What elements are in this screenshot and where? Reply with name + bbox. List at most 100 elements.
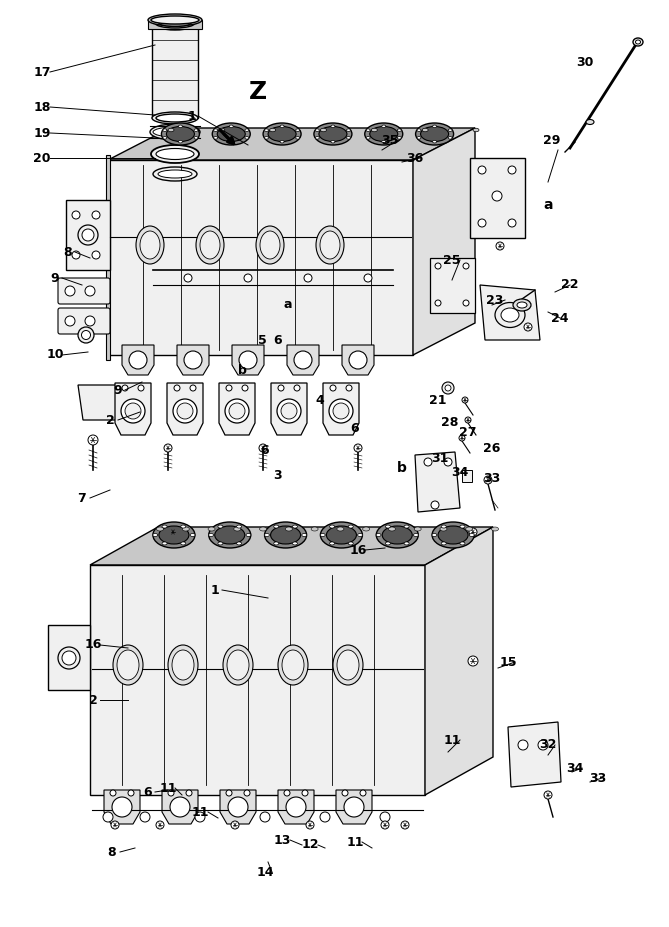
- Ellipse shape: [62, 651, 76, 665]
- Ellipse shape: [382, 526, 412, 544]
- Text: 6: 6: [351, 422, 359, 435]
- Ellipse shape: [330, 542, 334, 545]
- Ellipse shape: [376, 534, 381, 537]
- Text: b: b: [397, 461, 407, 475]
- Ellipse shape: [218, 525, 223, 528]
- Text: 27: 27: [459, 425, 477, 438]
- Circle shape: [484, 476, 492, 484]
- Text: 2: 2: [88, 693, 98, 706]
- Text: 35: 35: [381, 133, 399, 146]
- Ellipse shape: [184, 351, 202, 369]
- Polygon shape: [425, 527, 493, 795]
- Circle shape: [435, 300, 441, 306]
- Circle shape: [320, 812, 330, 822]
- Text: 14: 14: [256, 866, 274, 879]
- Circle shape: [138, 385, 144, 391]
- Text: 34: 34: [567, 761, 583, 774]
- Ellipse shape: [365, 123, 403, 145]
- Ellipse shape: [397, 129, 401, 132]
- Circle shape: [231, 821, 239, 829]
- Circle shape: [122, 385, 128, 391]
- Text: 20: 20: [33, 151, 51, 164]
- Circle shape: [469, 528, 477, 536]
- Ellipse shape: [158, 170, 192, 178]
- Polygon shape: [108, 160, 413, 355]
- Ellipse shape: [155, 18, 195, 28]
- Polygon shape: [287, 345, 319, 375]
- Ellipse shape: [422, 128, 428, 132]
- Circle shape: [156, 821, 164, 829]
- Ellipse shape: [161, 123, 199, 145]
- Ellipse shape: [413, 534, 418, 537]
- Text: 16: 16: [84, 639, 102, 652]
- Polygon shape: [78, 385, 138, 420]
- Text: 24: 24: [551, 311, 569, 324]
- Ellipse shape: [194, 136, 198, 139]
- Ellipse shape: [448, 136, 452, 139]
- Ellipse shape: [153, 167, 197, 181]
- Text: 13: 13: [274, 833, 291, 846]
- Circle shape: [284, 790, 290, 796]
- Ellipse shape: [177, 403, 193, 419]
- Ellipse shape: [209, 534, 213, 537]
- Ellipse shape: [349, 542, 353, 545]
- Polygon shape: [148, 20, 202, 29]
- Ellipse shape: [58, 647, 80, 669]
- Ellipse shape: [316, 226, 344, 264]
- Ellipse shape: [148, 14, 202, 26]
- Circle shape: [110, 790, 116, 796]
- Text: 33: 33: [484, 472, 500, 485]
- Polygon shape: [480, 285, 540, 340]
- Circle shape: [88, 435, 98, 445]
- Ellipse shape: [421, 126, 449, 142]
- Ellipse shape: [277, 399, 301, 423]
- Text: 22: 22: [561, 278, 579, 291]
- Text: 21: 21: [429, 393, 447, 407]
- Polygon shape: [508, 722, 561, 787]
- Circle shape: [85, 316, 95, 326]
- Polygon shape: [106, 155, 110, 360]
- Polygon shape: [90, 565, 425, 795]
- Circle shape: [184, 274, 192, 282]
- Ellipse shape: [466, 527, 473, 531]
- Ellipse shape: [78, 327, 94, 343]
- Text: 11: 11: [347, 835, 364, 848]
- Polygon shape: [108, 128, 475, 160]
- Ellipse shape: [151, 145, 199, 163]
- Ellipse shape: [179, 125, 183, 128]
- Ellipse shape: [331, 125, 335, 128]
- Text: 11: 11: [159, 781, 177, 794]
- Ellipse shape: [209, 522, 251, 548]
- Text: 11: 11: [191, 806, 209, 819]
- Ellipse shape: [333, 403, 349, 419]
- Ellipse shape: [417, 129, 421, 132]
- Ellipse shape: [194, 129, 198, 132]
- Text: 15: 15: [499, 655, 516, 668]
- Text: 8: 8: [108, 845, 116, 858]
- Circle shape: [424, 458, 432, 466]
- Ellipse shape: [162, 525, 167, 528]
- Ellipse shape: [329, 399, 353, 423]
- Text: 2: 2: [106, 413, 114, 426]
- Circle shape: [103, 812, 113, 822]
- Ellipse shape: [296, 129, 300, 132]
- Ellipse shape: [181, 525, 186, 528]
- Text: 17: 17: [33, 66, 51, 79]
- Circle shape: [478, 219, 486, 227]
- Ellipse shape: [442, 382, 454, 394]
- Ellipse shape: [162, 542, 167, 545]
- Ellipse shape: [173, 399, 197, 423]
- Circle shape: [306, 821, 314, 829]
- Polygon shape: [104, 790, 140, 824]
- Circle shape: [538, 740, 548, 750]
- Ellipse shape: [170, 797, 190, 817]
- Circle shape: [244, 790, 250, 796]
- Text: a: a: [543, 198, 553, 212]
- Polygon shape: [122, 345, 154, 375]
- Circle shape: [226, 790, 232, 796]
- Ellipse shape: [237, 542, 242, 545]
- Ellipse shape: [417, 136, 421, 139]
- Text: 28: 28: [442, 415, 459, 428]
- Text: 36: 36: [406, 151, 423, 164]
- Ellipse shape: [264, 534, 270, 537]
